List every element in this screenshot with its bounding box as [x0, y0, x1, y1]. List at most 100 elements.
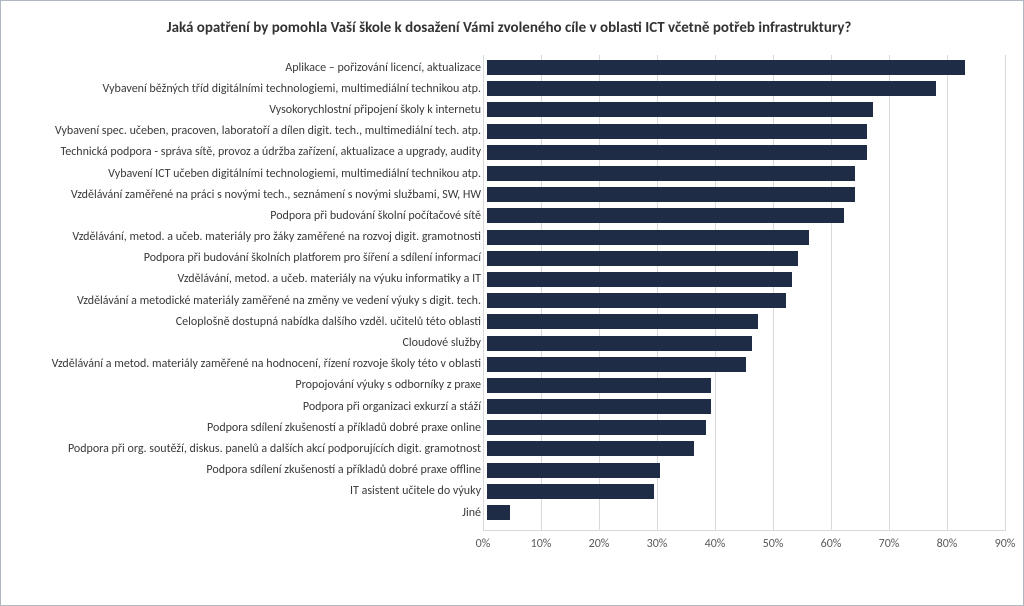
- bar-area: [487, 248, 1005, 269]
- x-axis-line: [483, 530, 1005, 531]
- bar-area: [487, 481, 1005, 502]
- category-label: Podpora při budování školní počítačové s…: [13, 209, 487, 223]
- bar-row: Vzdělávání a metodické materiály zaměřen…: [13, 290, 1005, 311]
- bar-area: [487, 205, 1005, 226]
- bar-area: [487, 438, 1005, 459]
- bar-area: [487, 354, 1005, 375]
- bar-row: Vzdělávání, metod. a učeb. materiály na …: [13, 269, 1005, 290]
- bar-row: Jiné: [13, 502, 1005, 523]
- category-label: Podpora při organizaci exkurzí a stáží: [13, 400, 487, 414]
- x-tick-label: 80%: [937, 537, 958, 551]
- bar-row: Cloudové služby: [13, 332, 1005, 353]
- category-label: Vzdělávání zaměřené na práci s novými te…: [13, 188, 487, 202]
- bar-area: [487, 57, 1005, 78]
- bar-row: Vysokorychlostní připojení školy k inter…: [13, 99, 1005, 120]
- category-label: Cloudové služby: [13, 336, 487, 350]
- x-tick-label: 50%: [763, 537, 784, 551]
- bar: [487, 230, 809, 245]
- x-tick-label: 60%: [821, 537, 842, 551]
- gridline: [1005, 55, 1006, 531]
- category-label: Aplikace – pořizování licencí, aktualiza…: [13, 61, 487, 75]
- category-label: Vybavení běžných tříd digitálními techno…: [13, 82, 487, 96]
- bar-area: [487, 311, 1005, 332]
- bar: [487, 251, 798, 266]
- bar-area: [487, 332, 1005, 353]
- category-label: Technická podpora - správa sítě, provoz …: [13, 145, 487, 159]
- bar-area: [487, 396, 1005, 417]
- bar-area: [487, 502, 1005, 523]
- bar: [487, 314, 758, 329]
- category-label: IT asistent učitele do výuky: [13, 484, 487, 498]
- bar-area: [487, 163, 1005, 184]
- category-label: Vzdělávání, metod. a učeb. materiály na …: [13, 272, 487, 286]
- bar: [487, 399, 711, 414]
- bar: [487, 441, 694, 456]
- bar-row: Vzdělávání zaměřené na práci s novými te…: [13, 184, 1005, 205]
- bar: [487, 420, 706, 435]
- bar: [487, 293, 786, 308]
- bar-row: Podpora sdílení zkušeností a příkladů do…: [13, 460, 1005, 481]
- bar-row: Vybavení běžných tříd digitálními techno…: [13, 78, 1005, 99]
- bar-row: IT asistent učitele do výuky: [13, 481, 1005, 502]
- bar-area: [487, 417, 1005, 438]
- category-label: Vzdělávání, metod. a učeb. materiály pro…: [13, 230, 487, 244]
- bar: [487, 378, 711, 393]
- bar-area: [487, 290, 1005, 311]
- bar-area: [487, 184, 1005, 205]
- chart-container: Jaká opatření by pomohla Vaší škole k do…: [0, 0, 1024, 606]
- bar-area: [487, 460, 1005, 481]
- bar-row: Aplikace – pořizování licencí, aktualiza…: [13, 57, 1005, 78]
- bar-row: Podpora při org. soutěží, diskus. panelů…: [13, 438, 1005, 459]
- x-tick-label: 40%: [705, 537, 726, 551]
- bar-area: [487, 142, 1005, 163]
- x-tick-label: 0%: [476, 537, 491, 551]
- bar: [487, 336, 752, 351]
- bar-area: [487, 99, 1005, 120]
- category-label: Podpora při budování školních platforem …: [13, 251, 487, 265]
- category-label: Vybavení spec. učeben, pracoven, laborat…: [13, 124, 487, 138]
- bar-row: Vybavení ICT učeben digitálními technolo…: [13, 163, 1005, 184]
- bar-row: Vybavení spec. učeben, pracoven, laborat…: [13, 121, 1005, 142]
- bar-row: Podpora při budování školních platforem …: [13, 248, 1005, 269]
- category-label: Propojování výuky s odborníky z praxe: [13, 378, 487, 392]
- bar: [487, 102, 873, 117]
- bar-row: Propojování výuky s odborníky z praxe: [13, 375, 1005, 396]
- x-tick-label: 20%: [589, 537, 610, 551]
- bar: [487, 187, 855, 202]
- bar-row: Vzdělávání, metod. a učeb. materiály pro…: [13, 227, 1005, 248]
- bar: [487, 272, 792, 287]
- bar-row: Technická podpora - správa sítě, provoz …: [13, 142, 1005, 163]
- x-tick-label: 70%: [879, 537, 900, 551]
- bar: [487, 505, 510, 520]
- bar: [487, 145, 867, 160]
- bar-row: Celoplošně dostupná nabídka dalšího vzdě…: [13, 311, 1005, 332]
- category-label: Podpora sdílení zkušeností a příkladů do…: [13, 463, 487, 477]
- category-label: Podpora sdílení zkušeností a příkladů do…: [13, 421, 487, 435]
- bar-area: [487, 375, 1005, 396]
- bar: [487, 463, 660, 478]
- bar: [487, 60, 965, 75]
- bar-row: Podpora při organizaci exkurzí a stáží: [13, 396, 1005, 417]
- x-tick-label: 10%: [531, 537, 552, 551]
- bar-row: Podpora sdílení zkušeností a příkladů do…: [13, 417, 1005, 438]
- category-label: Vybavení ICT učeben digitálními technolo…: [13, 167, 487, 181]
- x-tick-label: 30%: [647, 537, 668, 551]
- category-label: Jiné: [13, 506, 487, 520]
- bar: [487, 208, 844, 223]
- bar-area: [487, 78, 1005, 99]
- bar-row: Vzdělávání a metod. materiály zaměřené n…: [13, 354, 1005, 375]
- bar: [487, 484, 654, 499]
- category-label: Vzdělávání a metodické materiály zaměřen…: [13, 294, 487, 308]
- category-label: Vzdělávání a metod. materiály zaměřené n…: [13, 357, 487, 371]
- plot-area: 0%10%20%30%40%50%60%70%80%90% Aplikace –…: [13, 57, 1005, 569]
- bar: [487, 166, 855, 181]
- bar: [487, 357, 746, 372]
- bar-area: [487, 269, 1005, 290]
- bar: [487, 81, 936, 96]
- x-tick-label: 90%: [995, 537, 1016, 551]
- bar-row: Podpora při budování školní počítačové s…: [13, 205, 1005, 226]
- bar-area: [487, 121, 1005, 142]
- bar: [487, 124, 867, 139]
- category-label: Celoplošně dostupná nabídka dalšího vzdě…: [13, 315, 487, 329]
- bar-area: [487, 227, 1005, 248]
